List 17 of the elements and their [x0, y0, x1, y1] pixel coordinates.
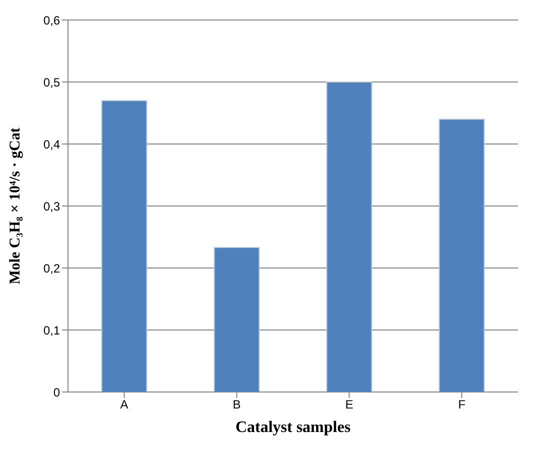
x-tick-label: E [345, 398, 354, 412]
y-tick-label: 0,1 [43, 323, 60, 338]
bar [101, 100, 148, 392]
x-tick-label: B [232, 398, 241, 412]
y-tick-label: 0 [53, 385, 60, 400]
bar [438, 118, 485, 392]
x-axis-title: Catalyst samples [235, 419, 351, 436]
bar [326, 82, 372, 392]
y-tick-label: 0,5 [43, 75, 60, 90]
bar [214, 247, 260, 392]
y-axis-title: Mole C₃H₈ × 10⁴/s · gCat [7, 128, 24, 284]
y-tick-label: 0,6 [43, 13, 60, 28]
y-tick-label: 0,3 [43, 199, 60, 214]
x-tick-label: A [120, 398, 128, 412]
x-tick-label: F [458, 398, 466, 412]
y-tick-label: 0,4 [43, 137, 60, 152]
y-tick-label: 0,2 [43, 261, 60, 276]
